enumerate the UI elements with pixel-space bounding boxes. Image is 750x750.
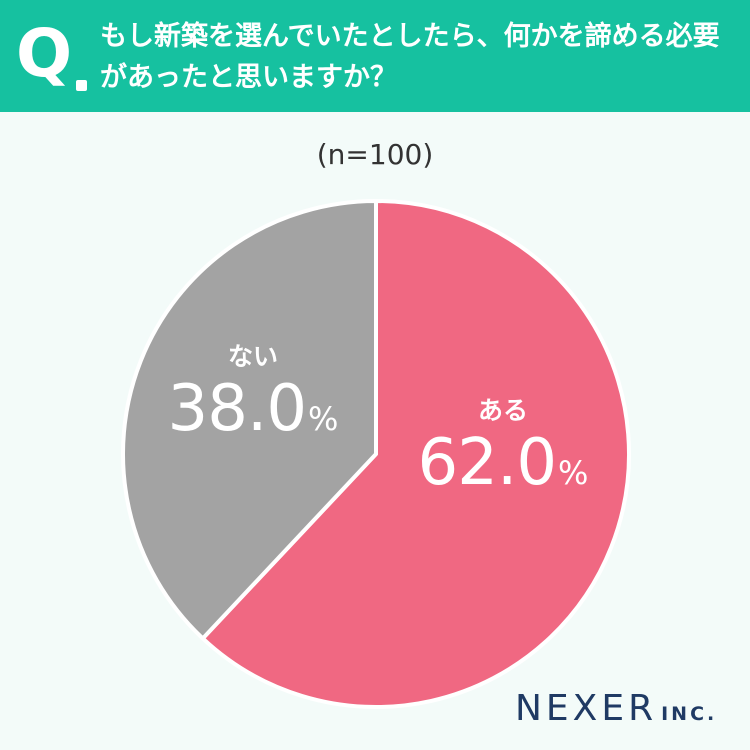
brand-name: NEXER: [515, 688, 658, 729]
q-dot-icon: [76, 80, 87, 91]
slice-value-aru: 62.0: [417, 426, 557, 500]
slice-category-nai: ない: [227, 342, 278, 371]
slice-value-nai: 38.0: [167, 372, 307, 446]
slice-label-aru: ある 62.0%: [398, 396, 608, 510]
question-line-1: もし新築を選んでいたとしたら、何かを諦める必要: [100, 21, 720, 52]
pie-slice-aru: [200, 199, 631, 709]
sample-size: (n=100): [316, 138, 434, 171]
slice-category-aru: ある: [477, 396, 528, 425]
q-mark: Q: [16, 15, 72, 92]
brand-suffix: INC.: [661, 703, 718, 725]
question-header: Q もし新築を選んでいたとしたら、何かを諦める必要 があったと思いますか？: [0, 0, 750, 112]
question-line-2: があったと思いますか？: [100, 62, 397, 93]
question-text: もし新築を選んでいたとしたら、何かを諦める必要 があったと思いますか？: [100, 16, 740, 98]
slice-percent-nai: 38.0%: [148, 372, 358, 456]
slice-percent-aru: 62.0%: [398, 426, 608, 510]
percent-unit-aru: %: [558, 454, 589, 492]
percent-unit-nai: %: [308, 400, 339, 438]
slice-label-nai: ない 38.0%: [148, 342, 358, 456]
brand-logo: NEXER INC.: [515, 688, 717, 729]
pie-slice-nai: [121, 199, 378, 641]
